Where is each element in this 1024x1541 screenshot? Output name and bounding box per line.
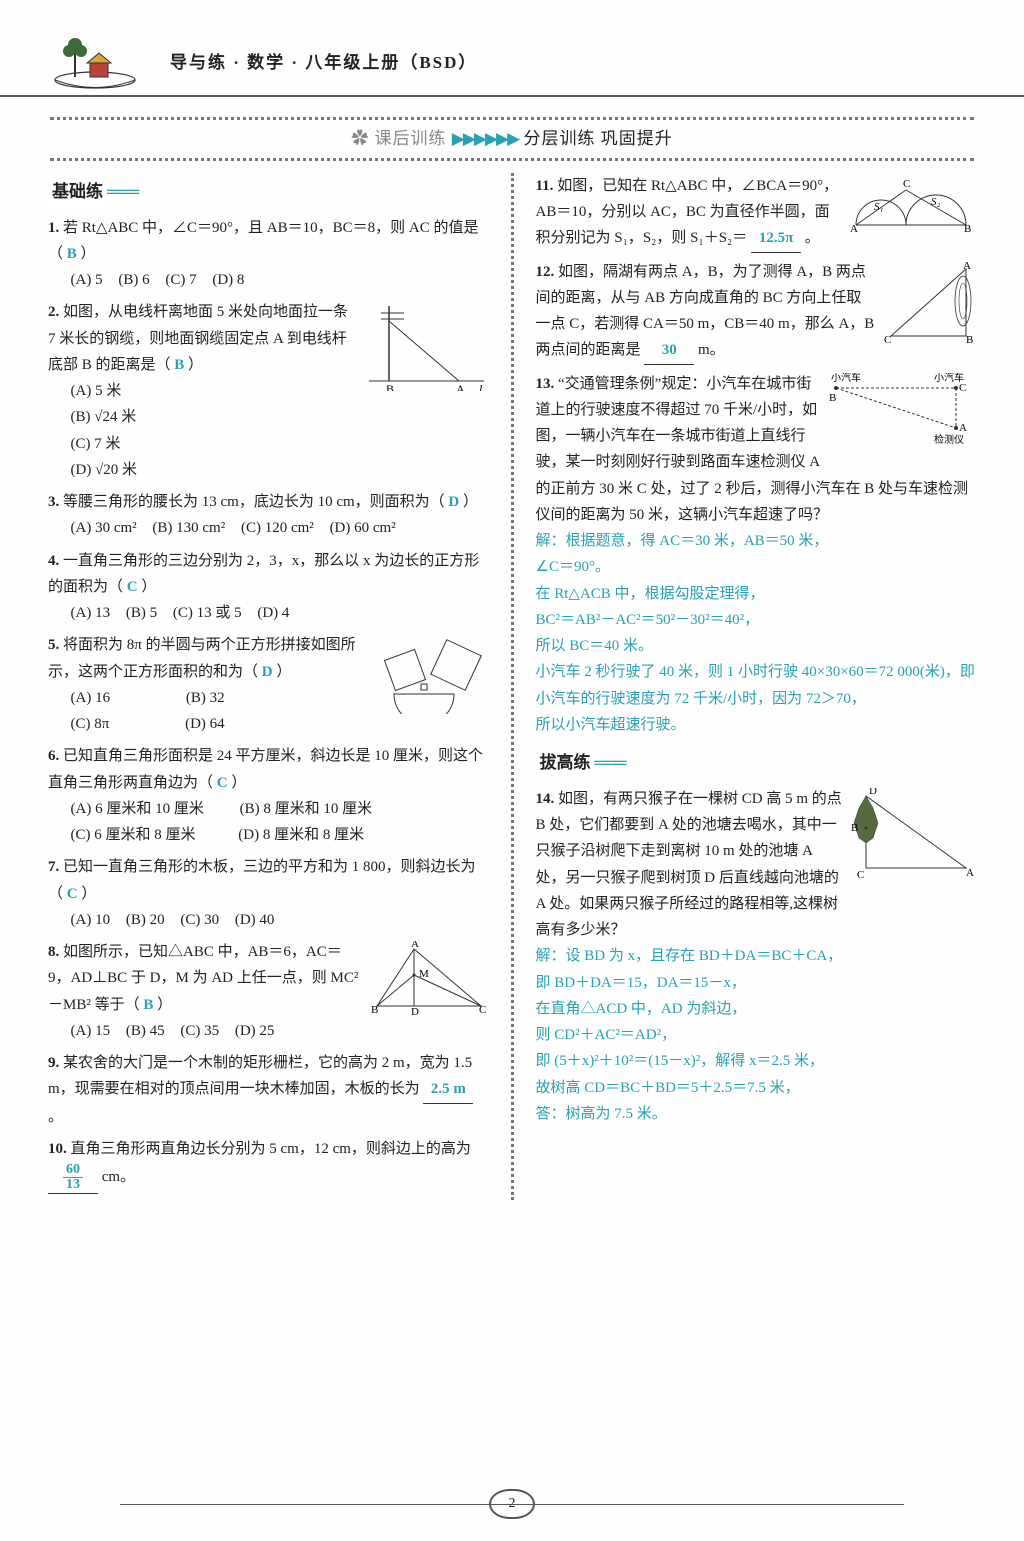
svg-text:A: A [456,382,465,391]
q2-answer: B [174,357,184,373]
q5-answer: D [262,664,273,680]
question-11: S₁ S₂ C A B 11. 如图，已知在 Rt△ABC 中，∠BCA＝90°… [536,173,977,253]
logo-icon [50,35,140,90]
question-4: 4. 一直角三角形的三边分别为 2，3，x，那么以 x 为边长的正方形的面积为（… [48,548,489,627]
advanced-section-label: 拔高练 [536,746,629,780]
question-2: B A l 2. 如图，从电线杆离地面 5 米处向地面拉一条 7 米长的钢缆，则… [48,299,489,483]
svg-text:B: B [371,1004,378,1016]
q5-figure [379,634,489,723]
question-12: A B C 12. 如图，隔湖有两点 A，B，为了测得 A，B 两点间的距离，从… [536,259,977,365]
question-13: 小汽车 小汽车 B C A 检测仪 13. “交通管理条例”规定：小汽车在城市街… [536,371,977,739]
svg-text:B: B [829,392,836,404]
page-number: 2 [489,1489,535,1519]
section-title-bar: ✿ 课后训练 ▶▶▶▶▶▶ 分层训练 巩固提升 [50,117,974,161]
svg-text:A: A [850,223,858,235]
question-14: D B C A 14. 如图，有两只猴子在一棵树 CD 高 5 m 的点 B 处… [536,786,977,1127]
question-5: 5. 将面积为 8π 的半圆与两个正方形拼接如图所示，这两个正方形面积的和为（ … [48,632,489,737]
svg-text:B: B [964,223,971,235]
svg-text:A: A [411,941,419,950]
section-right: 分层训练 巩固提升 [523,129,672,148]
svg-text:S₁: S₁ [874,201,884,213]
svg-text:D: D [411,1006,419,1016]
q1-options: (A) 5 (B) 6 (C) 7 (D) 8 [48,267,489,293]
svg-text:B: B [966,334,973,346]
chevron-icon: ▶▶▶▶▶▶ [452,129,518,148]
svg-text:B: B [851,822,858,834]
q11-answer: 12.5π [751,225,801,252]
svg-text:A: A [963,261,971,272]
svg-text:A: A [966,867,974,878]
q4-answer: C [127,579,138,595]
question-6: 6. 已知直角三角形面积是 24 平方厘米，斜边长是 10 厘米，则这个直角三角… [48,743,489,848]
question-10: 10. 直角三角形两直角边长分别为 5 cm，12 cm，则斜边上的高为 601… [48,1136,489,1194]
svg-text:C: C [884,334,891,346]
column-divider [511,173,514,1200]
svg-text:小汽车: 小汽车 [831,373,861,384]
svg-text:C: C [903,178,910,190]
q14-figure: D B C A [851,788,976,887]
q13-solution: 解：根据题意，得 AC＝30 米，AB＝50 米， ∠C＝90°。 在 Rt△A… [536,528,977,738]
q3-answer: D [448,494,459,510]
q8-figure: A B C D M [369,941,489,1025]
svg-text:C: C [857,869,864,878]
svg-text:M: M [419,968,429,980]
question-7: 7. 已知一直角三角形的木板，三边的平方和为 1 800，则斜边长为（ C ） … [48,854,489,933]
svg-text:B: B [386,382,394,391]
q1-answer: B [67,246,77,262]
svg-text:A: A [959,422,967,434]
question-8: A B C D M 8. 如图所示，已知△ABC 中，AB＝6，AC＝9，AD⊥… [48,939,489,1044]
svg-text:检测仪: 检测仪 [934,433,964,446]
page-header: 导与练 · 数学 · 八年级上册（BSD） [0,20,1024,97]
svg-text:l: l [479,382,483,391]
q9-answer: 2.5 m [423,1076,473,1103]
q12-figure: A B C [881,261,976,355]
q13-figure: 小汽车 小汽车 B C A 检测仪 [826,373,976,462]
q7-answer: C [67,886,78,902]
q11-figure: S₁ S₂ C A B [846,175,976,244]
q2-figure: B A l [359,301,489,400]
q10-answer: 6013 [48,1162,98,1194]
svg-text:D: D [869,788,877,797]
q14-solution: 解：设 BD 为 x，且存在 BD＋DA＝BC＋CA， 即 BD＋DA＝15，D… [536,943,977,1127]
section-left: ✿ 课后训练 [351,129,446,148]
book-title: 导与练 · 数学 · 八年级上册（BSD） [170,48,477,78]
q8-answer: B [143,997,153,1013]
basic-section-label: 基础练 [48,175,141,209]
question-9: 9. 某农舍的大门是一个木制的矩形栅栏，它的高为 2 m，宽为 1.5 m，现需… [48,1050,489,1130]
question-1: 1. 若 Rt△ABC 中，∠C＝90°，且 AB＝10，BC＝8，则 AC 的… [48,215,489,294]
question-3: 3. 等腰三角形的腰长为 13 cm，底边长为 10 cm，则面积为（ D ） … [48,489,489,542]
q6-answer: C [217,775,228,791]
svg-text:C: C [479,1004,486,1016]
svg-text:S₂: S₂ [931,196,941,208]
svg-text:C: C [959,382,966,394]
q12-answer: 30 [644,337,694,364]
